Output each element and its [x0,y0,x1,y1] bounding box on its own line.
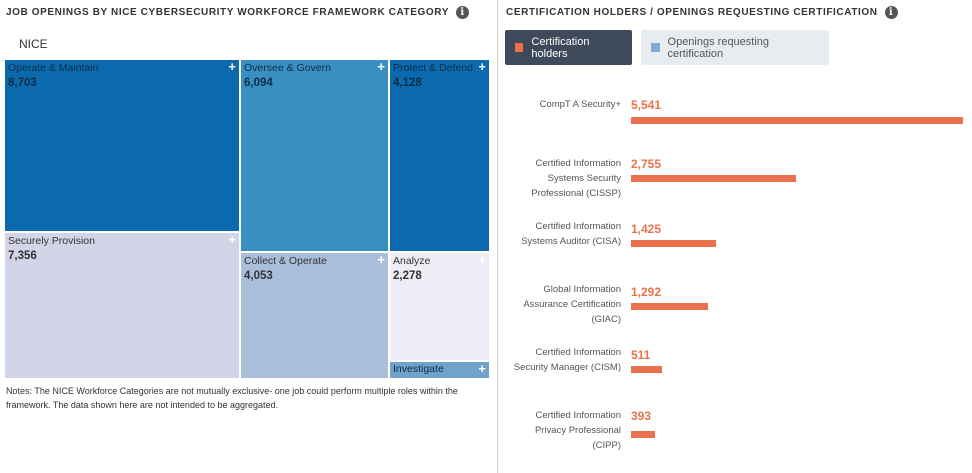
expand-plus-icon[interactable]: + [478,253,486,267]
bar-chart-title: CERTIFICATION HOLDERS / OPENINGS REQUEST… [506,6,898,19]
treemap-tile-label: Investigate [393,363,444,375]
legend-swatch [651,43,660,52]
panel-divider [497,0,498,473]
treemap-tile-label: Protect & Defend [393,62,473,74]
bar-category-label-line: Security Manager (CISM) [513,362,621,373]
treemap-title: JOB OPENINGS BY NICE CYBERSECURITY WORKF… [6,6,470,19]
treemap-tile-label: Operate & Maintain [8,62,99,74]
bar-category-label-line: Systems Security [547,173,621,184]
treemap-tile-operate-maintain[interactable]: Operate & Maintain 8,703 + [5,60,239,231]
treemap-tile-value: 7,356 [8,250,37,262]
treemap-root-label[interactable]: NICE [19,37,48,51]
bar-category-label-line: Systems Auditor (CISA) [521,236,621,247]
bar-chart-title-text: CERTIFICATION HOLDERS / OPENINGS REQUEST… [506,7,878,18]
bar-certification-holders[interactable] [631,240,716,247]
treemap-tile-value: 8,703 [8,77,37,89]
bar-category-label-line: (GIAC) [591,314,621,325]
bar-category-label-line: Certified Information [535,347,621,358]
expand-plus-icon[interactable]: + [377,253,385,267]
bar-category-label: Certified Information Systems Security Pro… [501,156,621,201]
expand-plus-icon[interactable]: + [478,362,486,376]
bar-certification-holders[interactable] [631,366,662,373]
bar-category-label: Certified Information Security Manager (C… [501,345,621,375]
expand-plus-icon[interactable]: + [228,60,236,74]
info-icon[interactable]: i [456,6,470,19]
treemap-tile-label: Collect & Operate [244,255,327,267]
legend-label: Certification holders [531,35,590,60]
bar-category-label: CompT A Security+ [501,97,621,112]
bar-value-label: 511 [631,348,651,362]
treemap-tile-value: 6,094 [244,77,273,89]
bar-chart: CompT A Security+ 5,541 Certified Informat… [498,70,972,473]
treemap-tile-investigate[interactable]: Investigate + [390,362,489,378]
bar-category-label-line: Certified Information [535,221,621,232]
bar-category-label-line: Certified Information [535,410,621,421]
treemap-tile-label: Securely Provision [8,235,95,247]
bar-value-label: 5,541 [631,98,662,112]
bar-category-label-line: Certified Information [535,158,621,169]
bar-certification-holders[interactable] [631,431,655,438]
bar-category-label-line: Global Information [543,284,621,295]
expand-plus-icon[interactable]: + [228,233,236,247]
treemap-tile-analyze[interactable]: Analyze 2,278 + [390,253,489,360]
treemap: Operate & Maintain 8,703 + Securely Provisi… [5,60,489,378]
treemap-tile-oversee-govern[interactable]: Oversee & Govern 6,094 + [241,60,388,251]
bar-category-label: Global Information Assurance Certificatio… [501,282,621,327]
bar-value-label: 1,425 [631,222,662,236]
treemap-title-text: JOB OPENINGS BY NICE CYBERSECURITY WORKF… [6,7,450,18]
legend-label: Openings requesting certification [667,35,770,60]
treemap-tile-protect-defend[interactable]: Protect & Defend 4,128 + [390,60,489,251]
bar-category-label-line: Privacy Professional [534,425,621,436]
treemap-tile-value: 4,053 [244,270,273,282]
bar-category-label-line: Professional (CISSP) [531,188,621,199]
legend-swatch [515,43,524,52]
bar-category-label: Certified Information Systems Auditor (CI… [501,219,621,249]
bar-value-label: 2,755 [631,157,662,171]
bar-category-label-line: (CIPP) [592,440,622,451]
treemap-tile-label: Oversee & Govern [244,62,331,74]
treemap-tile-value: 2,278 [393,270,422,282]
bar-certification-holders[interactable] [631,117,963,124]
expand-plus-icon[interactable]: + [377,60,385,74]
treemap-tile-collect-operate[interactable]: Collect & Operate 4,053 + [241,253,388,378]
bar-value-label: 1,292 [631,285,662,299]
bar-certification-holders[interactable] [631,175,796,182]
legend-openings-requesting-button[interactable]: Openings requesting certification [641,30,829,65]
notes-text: Notes: The NICE Workforce Categories are… [6,386,458,410]
treemap-tile-securely-provision[interactable]: Securely Provision 7,356 + [5,233,239,378]
bar-category-label-line: Assurance Certification [523,299,621,310]
info-icon[interactable]: i [884,6,898,19]
legend-certification-holders-button[interactable]: Certification holders [505,30,632,65]
bar-certification-holders[interactable] [631,303,708,310]
bar-category-label-line: CompT A Security+ [539,99,621,110]
bar-category-label: Certified Information Privacy Professiona… [501,408,621,453]
treemap-tile-value: 4,128 [393,77,422,89]
treemap-tile-label: Analyze [393,255,431,267]
expand-plus-icon[interactable]: + [478,60,486,74]
bar-value-label: 393 [631,409,652,423]
